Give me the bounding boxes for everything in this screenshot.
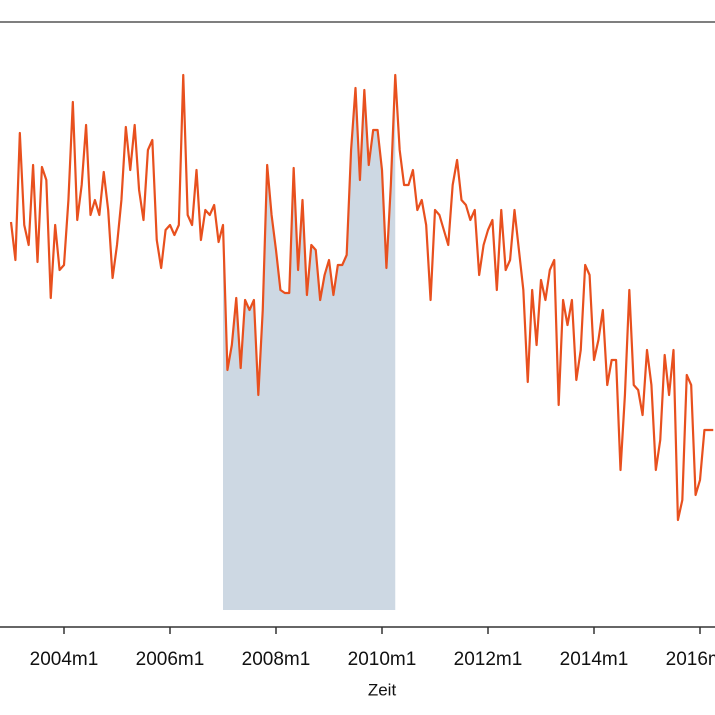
x-tick-label: 2012m1 (454, 649, 523, 670)
x-axis-label: Zeit (368, 680, 397, 699)
x-tick-label: 2010m1 (348, 649, 417, 670)
x-tick-label: 2008m1 (242, 649, 311, 670)
x-tick-label: 2014m1 (560, 649, 629, 670)
x-tick-label: 2004m1 (30, 649, 99, 670)
x-tick-label: 2016m1 (666, 649, 715, 670)
data-line (9, 73, 714, 522)
x-tick-label: 2006m1 (136, 649, 205, 670)
